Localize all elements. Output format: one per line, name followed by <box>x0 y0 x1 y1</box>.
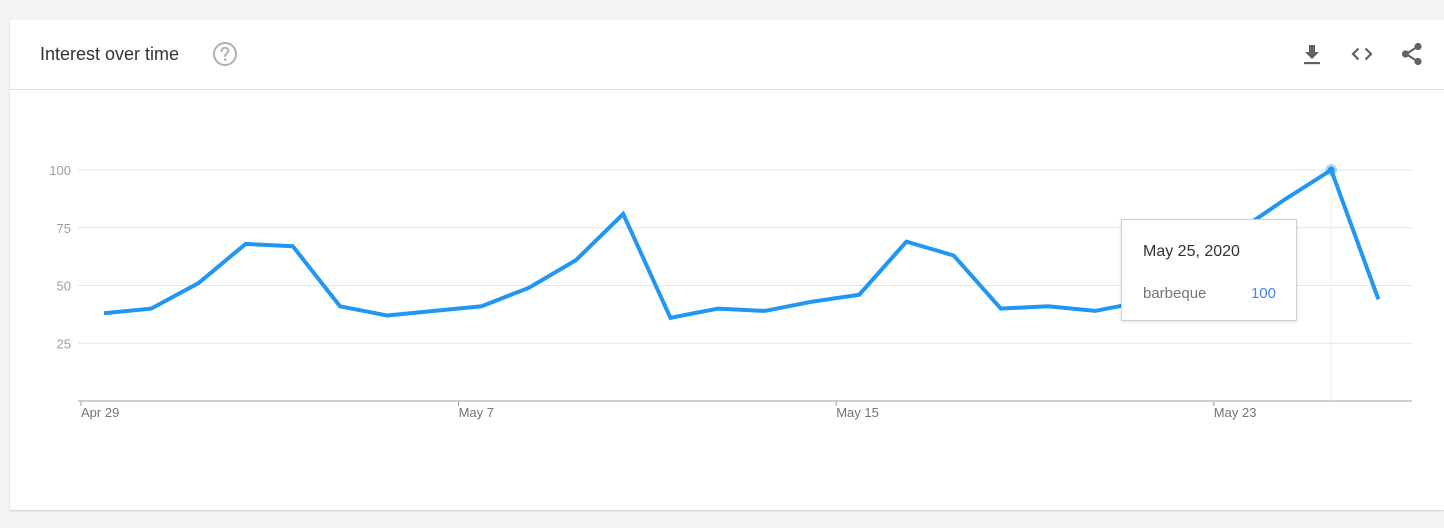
card-header: Interest over time <box>10 20 1444 90</box>
y-tick-label: 75 <box>57 221 71 236</box>
tooltip-term: barbeque <box>1143 285 1207 302</box>
tooltip-date: May 25, 2020 <box>1143 243 1240 260</box>
y-tick-label: 50 <box>57 279 71 294</box>
card-title: Interest over time <box>40 44 180 64</box>
help-circle-icon[interactable] <box>212 41 238 67</box>
download-icon[interactable] <box>1299 41 1325 67</box>
y-tick-label: 100 <box>49 163 71 178</box>
tooltip-value: 100 <box>1250 285 1276 302</box>
share-icon[interactable] <box>1399 41 1425 67</box>
x-tick-label: May 15 <box>836 405 879 420</box>
y-tick-label: 25 <box>57 336 71 351</box>
interest-line-chart: 25 50 75 100 Apr 29 May 7 May 15 May 23 <box>49 163 1412 420</box>
chart-tooltip: May 25, 2020 barbeque 100 <box>1121 219 1297 321</box>
x-tick-label: May 7 <box>459 405 494 420</box>
interest-over-time-card: Interest over time <box>10 20 1444 510</box>
x-tick-label: May 23 <box>1214 405 1257 420</box>
x-tick-label: Apr 29 <box>81 405 119 420</box>
embed-code-icon[interactable] <box>1349 41 1375 67</box>
highlight-point <box>1327 166 1335 174</box>
